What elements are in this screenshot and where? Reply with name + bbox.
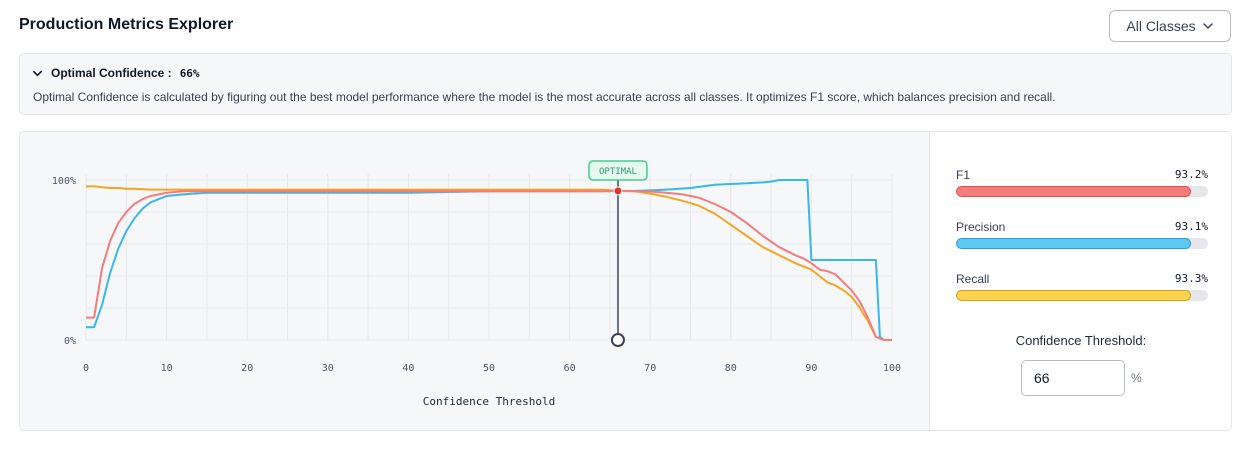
y-tick-label: 0% — [64, 336, 76, 347]
metric-recall-value: 93.3% — [1174, 272, 1208, 285]
class-filter-label: All Classes — [1126, 18, 1196, 34]
x-tick-label: 80 — [725, 363, 737, 374]
confidence-threshold-label: Confidence Threshold: — [1015, 333, 1147, 348]
chart-grid — [85, 174, 893, 341]
metric-f1-fill — [956, 186, 1191, 197]
metric-f1-value: 93.2% — [1174, 168, 1208, 181]
x-tick-label: 70 — [644, 363, 656, 374]
metrics-card: 0% 100% 0 10 20 30 40 50 60 70 80 90 100 OPTIMAL Co… — [19, 131, 1232, 431]
metrics-sidebar: F1 93.2% Precision 93.1% Recall 93.3% Co… — [929, 132, 1231, 430]
chevron-down-icon — [33, 70, 42, 76]
metric-f1-bar — [956, 186, 1208, 197]
series-recall-line — [86, 185, 892, 341]
series-lines — [86, 179, 892, 341]
metric-f1-label: F1 — [956, 168, 971, 182]
metric-recall-label: Recall — [956, 272, 990, 286]
optimal-confidence-toggle[interactable]: Optimal Confidence : 66% — [32, 66, 200, 80]
y-tick-label: 100% — [52, 176, 76, 187]
x-tick-label: 60 — [564, 363, 576, 374]
optimal-confidence-description: Optimal Confidence is calculated by figu… — [33, 90, 1056, 104]
x-tick-label: 0 — [83, 363, 89, 374]
metric-precision-value: 93.1% — [1174, 220, 1208, 233]
x-tick-label: 90 — [805, 363, 817, 374]
percent-unit: % — [1131, 371, 1142, 385]
optimal-badge-label: OPTIMAL — [599, 167, 637, 177]
chart-area: 0% 100% 0 10 20 30 40 50 60 70 80 90 100 OPTIMAL Co… — [20, 132, 929, 430]
x-axis-ticks: 0 10 20 30 40 50 60 70 80 90 100 — [83, 363, 901, 374]
metric-precision-bar — [956, 238, 1208, 249]
chevron-down-icon — [1202, 23, 1213, 29]
metric-precision-label: Precision — [956, 220, 1006, 234]
series-precision-line — [86, 179, 892, 341]
optimal-confidence-value: 66% — [179, 66, 200, 80]
optimal-badge — [588, 160, 648, 181]
optimal-point-marker — [613, 186, 623, 196]
x-tick-label: 50 — [483, 363, 495, 374]
x-tick-label: 10 — [161, 363, 173, 374]
x-tick-label: 20 — [241, 363, 253, 374]
threshold-slider-handle — [610, 333, 625, 347]
optimal-annotation: OPTIMAL — [588, 160, 648, 347]
x-tick-label: 100 — [883, 363, 901, 374]
x-tick-label: 30 — [322, 363, 334, 374]
metric-recall-bar — [956, 290, 1208, 301]
x-axis-label: Confidence Threshold — [423, 395, 555, 408]
metrics-chart: 0% 100% 0 10 20 30 40 50 60 70 80 90 100 OPTIMAL Co… — [52, 160, 901, 408]
x-tick-label: 40 — [402, 363, 414, 374]
metric-recall-fill — [956, 290, 1192, 301]
y-axis-ticks: 0% 100% — [52, 176, 76, 347]
confidence-threshold-input[interactable] — [1021, 360, 1125, 396]
optimal-confidence-label: Optimal Confidence : — [51, 66, 172, 80]
page-title: Production Metrics Explorer — [19, 16, 234, 33]
metric-precision-fill — [956, 238, 1191, 249]
class-filter-dropdown[interactable]: All Classes — [1109, 10, 1231, 42]
series-f1-line — [86, 189, 892, 341]
optimal-confidence-panel: Optimal Confidence : 66% Optimal Confide… — [19, 53, 1232, 115]
